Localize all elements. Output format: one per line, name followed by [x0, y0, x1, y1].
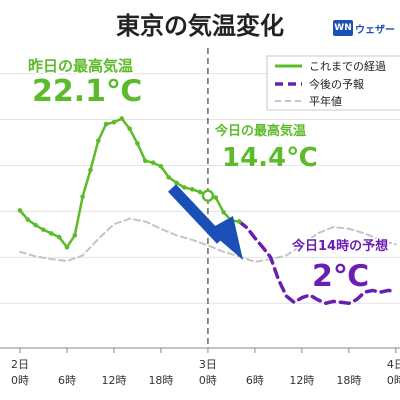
- data-point-observed: [33, 222, 38, 228]
- data-point-observed: [150, 160, 156, 165]
- yesterday-max-value: 22.1℃: [32, 74, 142, 109]
- x-tick-label: 18時: [148, 374, 173, 387]
- data-point-observed: [158, 164, 164, 169]
- data-point-observed: [88, 167, 93, 173]
- legend-label-forecast: 今後の予報: [309, 77, 364, 91]
- series-line-normal: [19, 217, 397, 263]
- legend-label-normal: 平年値: [309, 94, 342, 108]
- data-point-observed: [96, 138, 101, 143]
- data-point-observed: [236, 219, 242, 224]
- today-max-value: 14.4℃: [222, 143, 318, 173]
- data-point-observed: [41, 227, 46, 233]
- x-tick-label: 6時: [58, 374, 76, 387]
- data-point-observed: [182, 185, 187, 190]
- x-tick-label: 4日: [387, 358, 400, 371]
- x-tick-label: 6時: [246, 374, 264, 387]
- data-point-observed: [142, 158, 148, 164]
- legend-label-observed: これまでの経過: [309, 60, 386, 73]
- forecast-14-value: 2℃: [312, 259, 369, 294]
- x-tick-label: 0時: [11, 374, 29, 387]
- legend: これまでの経過 今後の予報 平年値: [266, 55, 400, 111]
- chart-title: 東京の気温変化: [116, 12, 284, 40]
- header: 東京の気温変化 WN ウェザー: [0, 0, 400, 46]
- data-point-observed: [213, 195, 219, 200]
- data-point-observed: [56, 234, 62, 240]
- logo-mark: WN: [333, 20, 353, 36]
- data-point-observed: [64, 244, 70, 250]
- logo-text: ウェザー: [355, 24, 395, 36]
- series-line-forecast: [237, 219, 398, 306]
- data-point-observed: [119, 116, 125, 121]
- data-point-observed: [189, 187, 195, 192]
- data-point-observed: [135, 141, 140, 146]
- x-tick-label: 3日: [199, 358, 217, 371]
- grid-lines: [0, 48, 400, 349]
- data-point-observed: [25, 217, 31, 222]
- data-point-observed: [72, 232, 78, 238]
- data-point-observed: [197, 189, 203, 195]
- forecast-14-label: 今日14時の予想: [291, 238, 388, 254]
- x-tick-label: 18時: [336, 374, 361, 387]
- data-point-observed: [127, 126, 132, 131]
- today-max-label: 今日の最高気温: [214, 123, 306, 139]
- data-point-observed: [49, 231, 54, 236]
- weathernews-logo: WN ウェザー: [333, 20, 395, 36]
- x-tick-label: 12時: [101, 374, 126, 387]
- data-point-observed: [17, 208, 23, 213]
- data-point-observed: [166, 175, 172, 180]
- x-tick-label: 12時: [289, 374, 314, 387]
- trend-arrow-icon: [167, 184, 243, 260]
- x-tick-label: 2日: [11, 358, 29, 371]
- yesterday-max-label: 昨日の最高気温: [28, 57, 133, 75]
- x-axis: 2日 0時 6時 12時 18時 3日 0時 6時 12時 18時 4日 0時: [11, 348, 400, 387]
- data-point-observed: [221, 209, 226, 215]
- data-point-observed: [111, 119, 117, 125]
- data-point-observed: [174, 180, 179, 186]
- data-point-observed: [80, 194, 85, 199]
- data-point-observed: [103, 121, 109, 127]
- x-tick-label: 0時: [199, 374, 217, 387]
- today-max-marker: [201, 189, 215, 203]
- x-tick-label: 0時: [387, 374, 400, 387]
